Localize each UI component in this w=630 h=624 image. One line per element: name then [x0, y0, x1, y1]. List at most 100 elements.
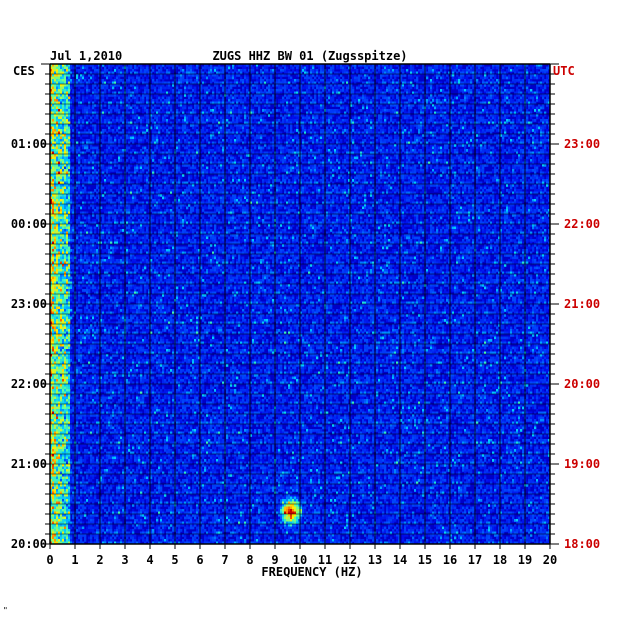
heat-cell	[380, 81, 383, 85]
heat-cell	[52, 89, 55, 92]
heat-cell	[176, 64, 179, 67]
heat-cell	[312, 79, 315, 82]
heat-cell	[534, 129, 537, 132]
heat-cell	[396, 114, 399, 117]
heat-cell	[284, 129, 287, 132]
heat-cell	[496, 89, 499, 92]
heat-cell	[330, 86, 333, 90]
heat-cell	[92, 71, 95, 75]
heat-cell	[138, 79, 141, 82]
heat-cell	[358, 129, 361, 132]
heat-cell	[496, 119, 499, 122]
heat-cell	[186, 64, 189, 67]
heat-cell	[126, 119, 129, 122]
heat-cell	[202, 116, 205, 120]
heat-cell	[160, 64, 163, 67]
heat-cell	[434, 104, 437, 107]
heat-cell	[212, 131, 215, 135]
heat-cell	[340, 84, 343, 87]
heat-cell	[100, 66, 103, 70]
heat-cell	[52, 104, 55, 107]
heat-cell	[228, 121, 231, 125]
heat-cell	[390, 81, 393, 85]
heat-cell	[262, 114, 265, 117]
heat-cell	[348, 111, 351, 115]
heat-cell	[242, 79, 245, 82]
heat-cell	[56, 131, 59, 135]
heat-cell	[548, 116, 551, 120]
heat-cell	[438, 111, 441, 115]
heat-cell	[322, 101, 325, 105]
heat-cell	[64, 101, 67, 105]
heat-cell	[266, 71, 269, 75]
heat-cell	[540, 126, 543, 130]
heat-cell	[294, 79, 297, 82]
heat-cell	[250, 119, 253, 122]
heat-cell	[230, 111, 233, 115]
heat-cell	[180, 76, 183, 80]
heat-cell	[468, 119, 471, 122]
heat-cell	[106, 134, 109, 137]
heat-cell	[468, 96, 471, 100]
heat-cell	[144, 106, 147, 110]
heat-cell	[540, 104, 543, 107]
heat-cell	[332, 79, 335, 82]
heat-cell	[118, 94, 121, 97]
heat-cell	[312, 111, 315, 115]
heat-cell	[212, 116, 215, 120]
heat-cell	[314, 71, 317, 75]
heat-cell	[120, 96, 123, 100]
heat-cell	[298, 109, 301, 112]
heat-cell	[158, 131, 161, 135]
heat-cell	[100, 121, 103, 125]
heat-cell	[192, 74, 195, 77]
heat-cell	[276, 114, 279, 117]
heat-cell	[198, 101, 201, 105]
heat-cell	[210, 101, 213, 105]
heat-cell	[208, 69, 211, 72]
heat-cell	[368, 71, 371, 75]
heat-cell	[534, 109, 537, 112]
heat-cell	[146, 66, 149, 70]
heat-cell	[536, 111, 539, 115]
heat-cell	[476, 79, 479, 82]
heat-cell	[464, 119, 467, 122]
heat-cell	[378, 119, 381, 122]
heat-cell	[294, 99, 297, 102]
heat-cell	[172, 121, 175, 125]
heat-cell	[190, 116, 193, 120]
heat-cell	[334, 129, 337, 132]
heat-cell	[244, 129, 247, 132]
heat-cell	[488, 81, 491, 85]
heat-cell	[160, 81, 163, 85]
heat-cell	[232, 116, 235, 120]
heat-cell	[114, 131, 117, 135]
heat-cell	[226, 91, 229, 95]
heat-cell	[444, 99, 447, 102]
heat-cell	[366, 89, 369, 92]
heat-cell	[304, 71, 307, 75]
heat-cell	[456, 124, 459, 127]
heat-cell	[462, 126, 465, 130]
heat-cell	[276, 124, 279, 127]
heat-cell	[164, 106, 167, 110]
heat-cell	[62, 76, 65, 80]
heat-cell	[406, 121, 409, 125]
heat-cell	[90, 111, 93, 115]
heat-cell	[262, 74, 265, 77]
heat-cell	[470, 121, 473, 125]
heat-cell	[204, 114, 207, 117]
heat-cell	[472, 76, 475, 80]
heat-cell	[392, 94, 395, 97]
heat-cell	[158, 119, 161, 122]
heat-cell	[458, 129, 461, 132]
heat-cell	[498, 81, 501, 85]
heat-cell	[240, 119, 243, 122]
heat-cell	[58, 81, 61, 85]
heat-cell	[288, 74, 291, 77]
heat-cell	[446, 119, 449, 122]
heat-cell	[376, 94, 379, 97]
heat-cell	[256, 74, 259, 77]
heat-cell	[158, 86, 161, 90]
heat-cell	[456, 119, 459, 122]
